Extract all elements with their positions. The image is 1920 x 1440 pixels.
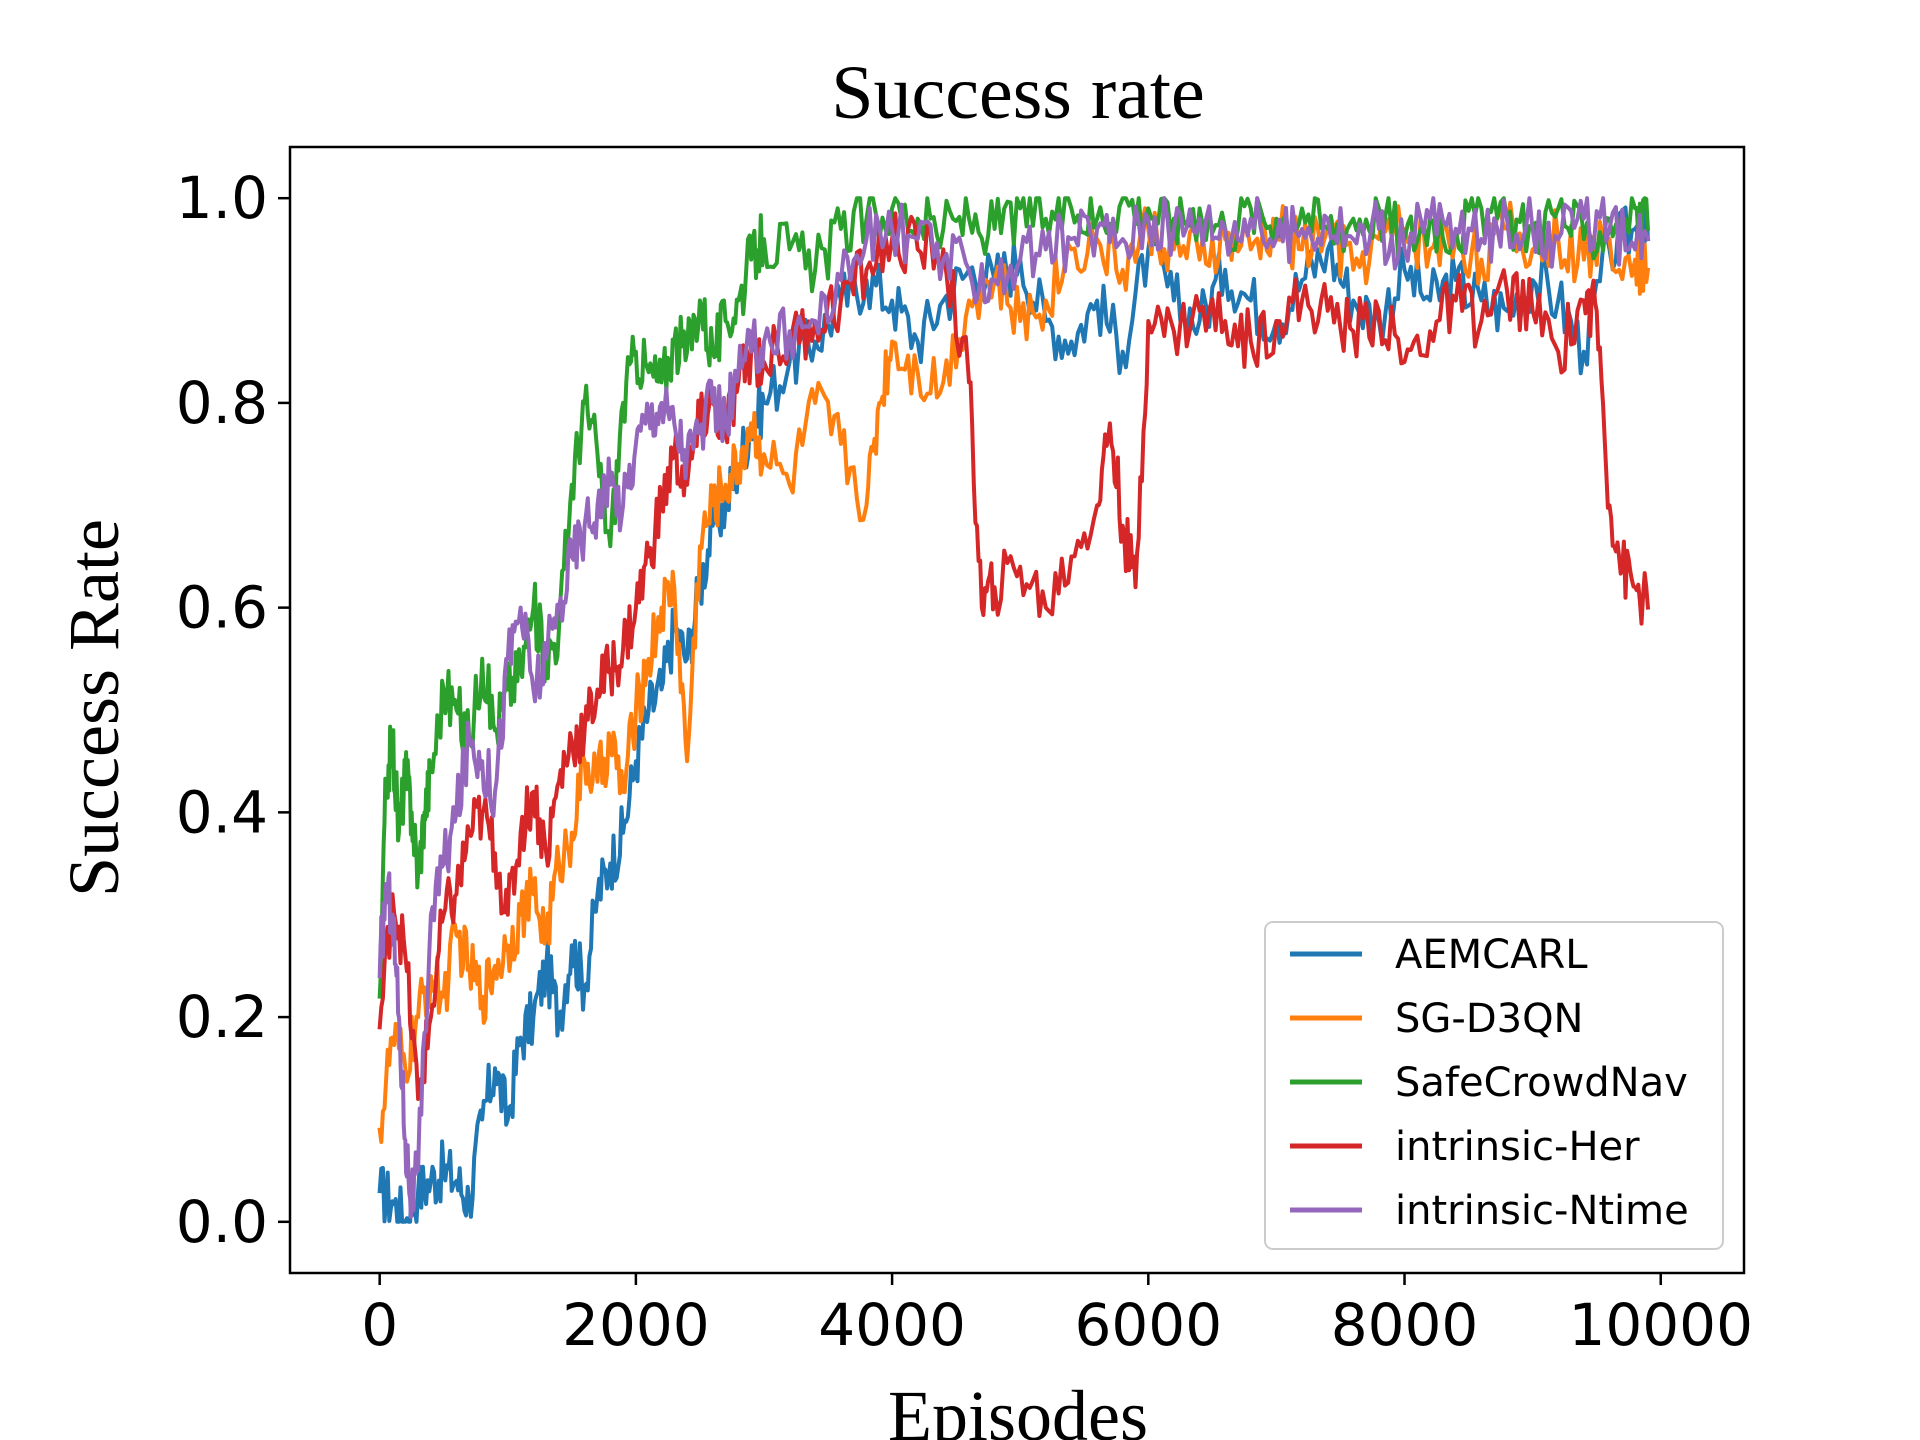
- x-tick-label: 0: [361, 1291, 398, 1359]
- y-tick-label: 0.2: [176, 983, 268, 1051]
- x-tick-label: 4000: [818, 1291, 966, 1359]
- y-tick-label: 0.6: [176, 574, 268, 642]
- plot-area-frame: [288, 145, 1746, 1275]
- x-axis-label: Episodes: [888, 1376, 1148, 1440]
- x-tick-label: 6000: [1075, 1291, 1223, 1359]
- series-line-intrinsic-ntime: [377, 196, 1651, 1219]
- y-tick-label: 0.8: [176, 369, 268, 437]
- legend-label: SafeCrowdNav: [1395, 1060, 1688, 1106]
- legend-label: AEMCARL: [1395, 932, 1588, 978]
- series-line-aemcarl: [377, 205, 1651, 1224]
- y-tick-label: 0.0: [176, 1188, 268, 1256]
- legend-label: intrinsic-Her: [1395, 1124, 1640, 1170]
- axis-ticks: 0 2000 4000 6000 8000 10000 0.0 0.2 0.4 0.6 0.8 1.0: [176, 164, 1753, 1359]
- x-tick-label: 2000: [562, 1291, 710, 1359]
- legend: AEMCARL SG-D3QN SafeCrowdNav intrinsic-Her i…: [1264, 921, 1724, 1250]
- y-tick-label: 0.4: [176, 778, 268, 846]
- series-layer: [377, 196, 1651, 1224]
- x-tick-label: 10000: [1568, 1291, 1753, 1359]
- y-axis-label: Success Rate: [54, 519, 134, 897]
- chart-title: Success rate: [831, 51, 1205, 135]
- series-line-safecrowdnav: [377, 196, 1651, 999]
- legend-label: SG-D3QN: [1395, 996, 1583, 1042]
- x-tick-label: 8000: [1331, 1291, 1479, 1359]
- y-tick-label: 1.0: [176, 164, 268, 232]
- series-line-sg-d3qn: [377, 200, 1651, 1144]
- legend-box: [1264, 921, 1724, 1250]
- legend-label: intrinsic-Ntime: [1395, 1188, 1689, 1234]
- legend-items: AEMCARL SG-D3QN SafeCrowdNav intrinsic-Her i…: [1290, 932, 1689, 1234]
